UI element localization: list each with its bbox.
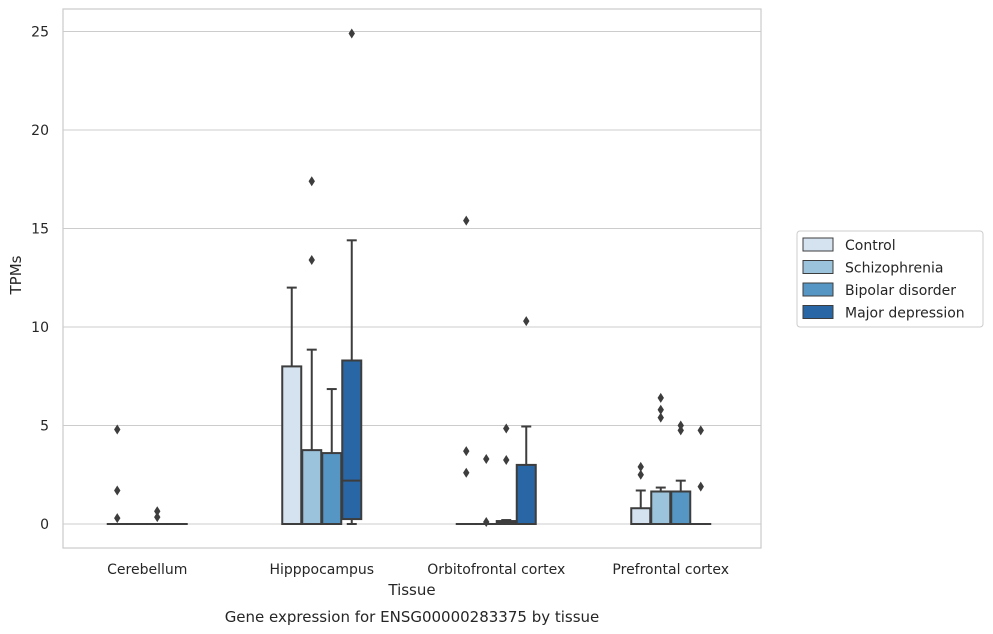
outlier-point [483,453,490,464]
box-control [106,424,128,526]
outlier-point [114,485,121,496]
outlier-point [463,215,470,226]
outlier-point [308,255,315,266]
y-tick-label: 5 [40,419,49,435]
box-body [650,490,672,525]
y-tick-label: 20 [31,123,49,139]
x-tick-label: Hipppocampus [269,562,374,578]
outlier-point [348,28,355,39]
outlier-point [503,454,510,465]
boxes-layer [106,28,712,528]
legend-label: Control [845,238,896,254]
y-tick-label: 0 [40,517,49,533]
outlier-point [657,392,664,403]
box-schizophrenia [475,453,497,528]
box-major-depression [341,28,363,525]
legend-frame [796,230,984,328]
box-control [281,286,303,525]
outlier-point [637,461,644,472]
outlier-point [114,513,121,524]
outlier-point [503,423,510,434]
outlier-point [154,506,161,517]
x-tick-label: Cerebellum [107,562,187,578]
plot-background [63,9,761,548]
legend-label: Schizophrenia [845,261,943,277]
outlier-point [308,176,315,187]
outlier-point [463,467,470,478]
y-tick-label: 10 [31,320,49,336]
y-axis-label: TPMs [7,255,25,295]
box-body [630,507,652,525]
box-bipolar-disorder [670,420,692,525]
y-tick-label: 15 [31,222,49,238]
x-tick-label: Orbitofrontal cortex [427,562,565,578]
box-body [301,449,323,525]
outlier-point [523,316,530,327]
x-tick-labels: Cerebellum Hipppocampus Orbitofrontal cort… [107,562,729,578]
outlier-point [657,412,664,423]
box-body [515,463,537,525]
box-body [321,452,343,525]
plot-frame [62,8,762,549]
box-major-depression [690,425,712,526]
chart-caption: Gene expression for ENSG00000283375 by t… [225,608,600,626]
legend-label: Major depression [845,306,965,322]
box-schizophrenia [301,176,323,525]
legend: Control Schizophrenia Bipolar disorder Majo… [796,230,984,328]
outlier-point [154,512,161,523]
box-body [341,359,363,521]
outlier-point [114,424,121,435]
legend-label: Bipolar disorder [845,283,956,299]
box-control [630,461,652,525]
legend-swatch [802,237,834,252]
y-tick-label: 25 [31,25,49,41]
x-tick-label: Prefrontal cortex [612,562,729,578]
box-body [281,365,303,525]
outlier-point [697,425,704,436]
outlier-point [463,446,470,457]
box-body [670,490,692,525]
outlier-point [677,420,684,431]
legend-swatch [802,305,834,319]
outlier-point [483,517,490,528]
x-axis-label: Tissue [387,581,435,599]
y-tick-labels: 0 5 10 15 20 25 [31,25,49,534]
box-control [455,215,477,526]
box-major-depression [515,316,537,525]
legend-swatch [802,282,834,297]
outlier-point [637,469,644,480]
outlier-point [697,481,704,492]
legend-swatch [802,260,834,274]
outlier-point [657,404,664,415]
